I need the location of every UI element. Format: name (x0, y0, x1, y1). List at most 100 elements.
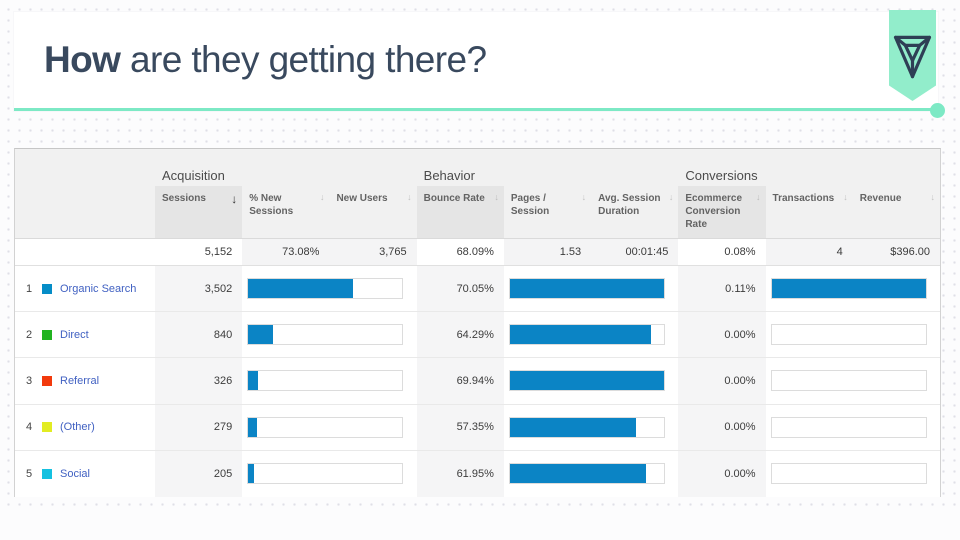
title-bold: How (44, 39, 121, 80)
sessions-bar (247, 416, 404, 438)
total-pages-session: 1.53 (503, 239, 592, 265)
total-new-users: 3,765 (329, 239, 417, 265)
channel-color-swatch (42, 283, 52, 294)
bounce-bar-fill (509, 417, 636, 437)
bounce-value: 61.95% (416, 450, 504, 497)
sessions-bar (247, 324, 404, 346)
bounce-bar-cell (503, 450, 679, 497)
sort-icon[interactable]: ↓ (843, 192, 848, 202)
conversion-bar (770, 324, 927, 346)
channel-link[interactable]: Direct (60, 328, 89, 341)
channel-cell: 1 Organic Search (15, 266, 155, 312)
column-header-new-users[interactable]: New Users ↓ (336, 192, 412, 204)
channel-color-swatch (42, 375, 52, 386)
bounce-bar-fill (509, 279, 664, 299)
channel-link[interactable]: Organic Search (60, 282, 137, 295)
sessions-bar-cell (242, 404, 417, 450)
bounce-bar-cell (503, 358, 679, 404)
total-transactions: 4 (765, 239, 853, 265)
sessions-bar-cell (242, 266, 417, 312)
sort-icon[interactable]: ↓ (668, 192, 674, 202)
conversion-bar (770, 463, 927, 485)
total-revenue: $396.00 (852, 239, 940, 265)
bounce-bar (508, 324, 665, 346)
sessions-bar-fill (248, 325, 274, 345)
bounce-value: 69.94% (416, 358, 504, 404)
column-header-avg-duration[interactable]: Avg. Session Duration ↓ (598, 192, 674, 217)
sort-icon[interactable]: ↓ (930, 192, 935, 202)
bounce-bar (508, 278, 665, 300)
sessions-bar (247, 370, 404, 392)
bounce-bar-fill (509, 325, 652, 345)
column-header-bounce-rate[interactable]: Bounce Rate ↓ (416, 186, 504, 238)
conversion-bar-fill (771, 279, 926, 299)
row-index: 3 (26, 374, 33, 387)
sessions-bar-fill (248, 371, 258, 391)
bounce-bar-cell (503, 266, 679, 312)
conversion-bar-cell (765, 266, 940, 312)
sessions-bar-cell (242, 358, 417, 404)
table-group-header-row: Acquisition Behavior Conversions (15, 149, 940, 186)
total-ecommerce-rate: 0.08% (678, 239, 766, 265)
sort-icon[interactable]: ↓ (581, 192, 587, 202)
sessions-value: 205 (155, 450, 243, 497)
sessions-value: 3,502 (155, 266, 243, 312)
sessions-bar-cell (242, 312, 417, 358)
brand-logo-icon (893, 35, 932, 79)
sessions-bar-fill (248, 279, 353, 299)
channel-cell: 5 Social (15, 450, 155, 497)
conversion-bar-cell (765, 312, 940, 358)
sort-icon[interactable]: ↓ (494, 192, 499, 202)
conversion-value: 0.11% (678, 266, 766, 312)
column-header-revenue[interactable]: Revenue ↓ (859, 192, 935, 204)
channel-link[interactable]: Social (60, 467, 90, 480)
sort-icon[interactable]: ↓ (407, 192, 412, 202)
bounce-bar (508, 370, 665, 392)
row-index: 5 (26, 467, 33, 480)
sessions-value: 840 (155, 312, 243, 358)
conversion-bar-cell (765, 404, 940, 450)
column-header-ecommerce-rate[interactable]: Ecommerce Conversion Rate ↓ (678, 186, 766, 238)
column-header-channel (15, 186, 155, 238)
header-card: How are they getting there? (14, 12, 938, 111)
bounce-value: 70.05% (416, 266, 504, 312)
sessions-bar-cell (242, 450, 417, 497)
column-header-new-sessions[interactable]: % New Sessions ↓ (249, 192, 325, 217)
analytics-table: Acquisition Behavior Conversions Session… (14, 148, 941, 497)
conversion-value: 0.00% (678, 358, 766, 404)
column-header-transactions[interactable]: Transactions ↓ (772, 192, 848, 204)
bounce-bar-cell (503, 404, 679, 450)
conversion-bar (770, 416, 927, 438)
bounce-bar-fill (509, 464, 646, 484)
sessions-bar-fill (248, 417, 257, 437)
bounce-bar (508, 416, 665, 438)
sort-desc-icon[interactable]: ↓ (231, 192, 238, 206)
page-title: How are they getting there? (44, 39, 487, 81)
sort-icon[interactable]: ↓ (756, 192, 761, 202)
channel-color-swatch (42, 468, 52, 479)
conversion-value: 0.00% (678, 312, 766, 358)
sessions-bar (247, 463, 404, 485)
bounce-bar-cell (503, 312, 679, 358)
channel-link[interactable]: Referral (60, 374, 100, 387)
accent-line-dot (930, 103, 945, 118)
table-row: 1 Organic Search 3,502 70.05% 0.11% (15, 266, 940, 313)
bounce-bar (508, 463, 665, 485)
sessions-bar-fill (248, 464, 255, 484)
sessions-value: 326 (155, 358, 243, 404)
group-behavior: Behavior (423, 168, 475, 183)
conversion-bar (770, 278, 927, 300)
total-bounce-rate: 68.09% (416, 239, 504, 265)
column-header-sessions[interactable]: Sessions ↓ (155, 186, 243, 238)
total-new-sessions: 73.08% (242, 239, 330, 265)
channel-link[interactable]: (Other) (60, 421, 95, 434)
sort-icon[interactable]: ↓ (319, 192, 325, 202)
total-sessions: 5,152 (155, 239, 243, 265)
column-header-pages-session[interactable]: Pages / Session ↓ (510, 192, 587, 217)
table-row: 2 Direct 840 64.29% 0.00% (15, 312, 940, 359)
row-index: 1 (26, 282, 33, 295)
conversion-value: 0.00% (678, 450, 766, 497)
sessions-value: 279 (155, 404, 243, 450)
bounce-bar-fill (509, 371, 664, 391)
